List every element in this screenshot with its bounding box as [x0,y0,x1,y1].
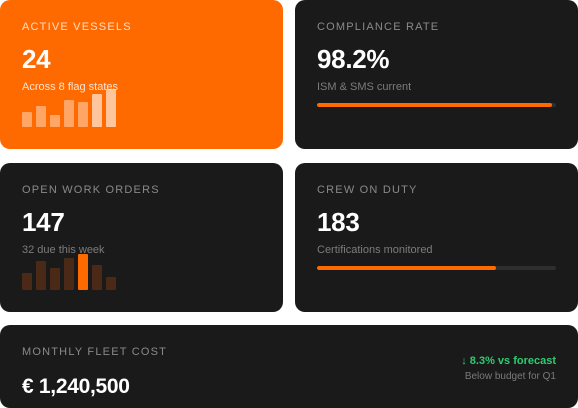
progress-fill [317,103,552,107]
card-value: 24 [22,44,51,74]
sparkbar-chart [22,252,116,290]
spark-bar [36,261,46,290]
progress-fill [317,266,497,270]
card-value: 183 [317,207,360,237]
spark-bar [50,115,60,127]
compliance-rate-card[interactable]: COMPLIANCE RATE 98.2% ISM & SMS current [295,0,578,149]
card-subtext: ISM & SMS current [317,81,412,93]
monthly-fleet-cost-card[interactable]: MONTHLY FLEET COST € 1,240,500 ↓ 8.3% vs… [0,325,578,408]
spark-bar [92,265,102,290]
card-label: ACTIVE VESSELS [22,21,132,33]
active-vessels-card[interactable]: ACTIVE VESSELS 24 Across 8 flag states [0,0,283,149]
card-label: MONTHLY FLEET COST [22,346,168,358]
spark-bar [106,277,116,290]
card-subtext: Across 8 flag states [22,81,118,93]
card-subtext: Certifications monitored [317,244,433,256]
progress-bar [317,266,556,270]
spark-bar [64,258,74,290]
open-work-orders-card[interactable]: OPEN WORK ORDERS 147 32 due this week [0,163,283,312]
spark-bar [106,89,116,127]
progress-bar [317,103,556,107]
spark-bar [22,112,32,127]
spark-bar [50,268,60,290]
card-label: OPEN WORK ORDERS [22,184,160,196]
card-value: € 1,240,500 [22,375,130,398]
crew-on-duty-card[interactable]: CREW ON DUTY 183 Certifications monitore… [295,163,578,312]
card-label: COMPLIANCE RATE [317,21,440,33]
card-subtext: 32 due this week [22,244,105,256]
spark-bar [22,273,32,290]
forecast-delta: ↓ 8.3% vs forecast Below budget for Q1 [461,354,556,383]
card-value: 98.2% [317,44,390,74]
card-label: CREW ON DUTY [317,184,418,196]
spark-bar [78,254,88,290]
sparkbar-chart [22,89,116,127]
spark-bar [92,94,102,127]
delta-subtext: Below budget for Q1 [464,371,556,382]
delta-indicator: ↓ 8.3% vs forecast [461,355,556,367]
spark-bar [36,106,46,127]
spark-bar [64,100,74,127]
spark-bar [78,102,88,127]
card-value: 147 [22,207,65,237]
